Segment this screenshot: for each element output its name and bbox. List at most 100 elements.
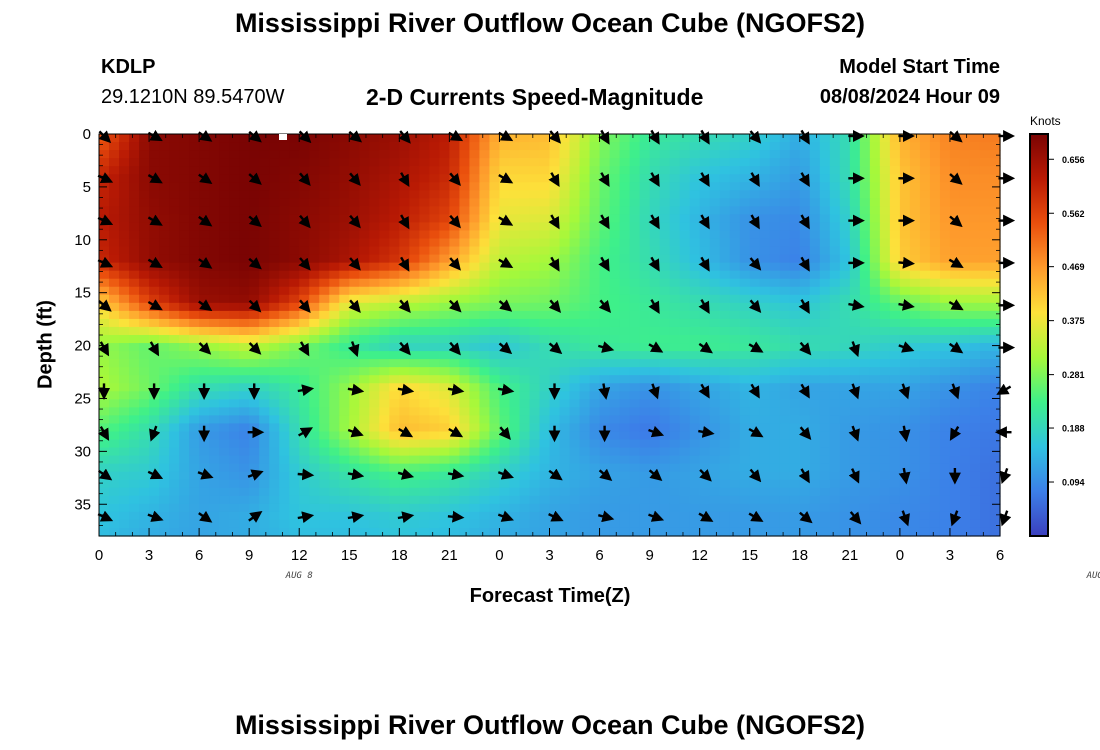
- heatmap-cell: [319, 391, 330, 400]
- heatmap-cell: [149, 335, 160, 344]
- heatmap-cell: [249, 463, 260, 473]
- heatmap-cell: [939, 254, 951, 264]
- heatmap-cell: [169, 423, 180, 433]
- heatmap-cell: [429, 254, 440, 264]
- heatmap-cell: [239, 158, 250, 167]
- heatmap-cell: [709, 230, 721, 240]
- heatmap-cell: [289, 407, 300, 416]
- heatmap-cell: [129, 294, 140, 304]
- heatmap-cell: [539, 407, 551, 416]
- heatmap-cell: [959, 222, 971, 232]
- heatmap-cell: [869, 166, 881, 175]
- heatmap-cell: [679, 367, 691, 376]
- heatmap-cell: [359, 351, 370, 360]
- heatmap-cell: [379, 262, 390, 272]
- heatmap-cell: [989, 134, 1001, 143]
- heatmap-cell: [409, 246, 420, 256]
- heatmap-cell: [839, 190, 851, 199]
- heatmap-cell: [509, 367, 521, 376]
- heatmap-cell: [179, 447, 190, 457]
- heatmap-cell: [809, 375, 821, 384]
- heatmap-cell: [949, 415, 961, 425]
- heatmap-cell: [919, 286, 931, 296]
- heatmap-cell: [459, 335, 471, 344]
- heatmap-cell: [889, 503, 901, 513]
- heatmap-cell: [429, 511, 440, 521]
- heatmap-cell: [409, 254, 420, 264]
- heatmap-cell: [609, 511, 621, 521]
- heatmap-cell: [499, 150, 511, 159]
- heatmap-cell: [709, 335, 721, 344]
- heatmap-cell: [349, 278, 360, 288]
- heatmap-cell: [409, 503, 420, 513]
- heatmap-cell: [299, 150, 310, 159]
- heatmap-cell: [959, 254, 971, 264]
- heatmap-cell: [109, 230, 120, 240]
- heatmap-cell: [519, 431, 531, 441]
- heatmap-cell: [819, 343, 831, 352]
- heatmap-cell: [559, 302, 571, 312]
- heatmap-cell: [839, 479, 851, 489]
- heatmap-cell: [709, 182, 721, 191]
- heatmap-cell: [259, 134, 270, 143]
- heatmap-cell: [579, 519, 591, 529]
- heatmap-cell: [829, 278, 841, 288]
- heatmap-cell: [979, 302, 991, 312]
- heatmap-cell: [449, 142, 460, 151]
- heatmap-cell: [489, 471, 501, 481]
- heatmap-cell: [699, 222, 711, 232]
- heatmap-cell: [479, 222, 491, 232]
- current-vector: [799, 426, 812, 440]
- current-vector: [748, 510, 764, 522]
- heatmap-cell: [489, 190, 501, 199]
- heatmap-cell: [749, 367, 761, 376]
- heatmap-cell: [799, 310, 811, 320]
- heatmap-cell: [649, 399, 661, 408]
- heatmap-cell: [129, 343, 140, 352]
- heatmap-cell: [119, 166, 130, 175]
- heatmap-cell: [349, 519, 360, 529]
- heatmap-cell: [679, 383, 691, 392]
- heatmap-cell: [359, 222, 370, 232]
- heatmap-cell: [779, 150, 791, 159]
- heatmap-cell: [209, 479, 220, 489]
- heatmap-cell: [529, 150, 541, 159]
- heatmap-cell: [469, 511, 481, 521]
- heatmap-cell: [459, 383, 471, 392]
- heatmap-cell: [649, 278, 661, 288]
- heatmap-cell: [489, 447, 501, 457]
- heatmap-cell: [669, 463, 681, 473]
- heatmap-cell: [749, 455, 761, 465]
- heatmap-cell: [219, 158, 230, 167]
- heatmap-cell: [969, 527, 981, 537]
- heatmap-cell: [249, 230, 260, 240]
- heatmap-cell: [859, 519, 871, 529]
- current-vector: [848, 425, 860, 442]
- heatmap-cell: [529, 367, 541, 376]
- heatmap-cell: [819, 238, 831, 248]
- heatmap-cell: [729, 487, 741, 497]
- heatmap-cell: [299, 487, 310, 497]
- heatmap-cell: [489, 455, 501, 465]
- heatmap-cell: [539, 519, 551, 529]
- heatmap-cell: [669, 142, 681, 151]
- heatmap-cell: [99, 463, 110, 473]
- heatmap-cell: [779, 471, 791, 481]
- heatmap-cell: [869, 254, 881, 264]
- heatmap-cell: [789, 278, 801, 288]
- heatmap-cell: [519, 471, 531, 481]
- heatmap-cell: [709, 471, 721, 481]
- heatmap-cell: [349, 286, 360, 296]
- heatmap-cell: [899, 246, 911, 256]
- heatmap-cell: [639, 407, 651, 416]
- heatmap-cell: [599, 238, 611, 248]
- heatmap-cell: [609, 142, 621, 151]
- heatmap-cell: [309, 431, 320, 441]
- heatmap-cell: [909, 254, 921, 264]
- heatmap-cell: [859, 158, 871, 167]
- heatmap-cell: [779, 206, 791, 215]
- heatmap-cell: [369, 238, 380, 248]
- heatmap-cell: [669, 270, 681, 280]
- heatmap-cell: [699, 479, 711, 489]
- heatmap-cell: [669, 343, 681, 352]
